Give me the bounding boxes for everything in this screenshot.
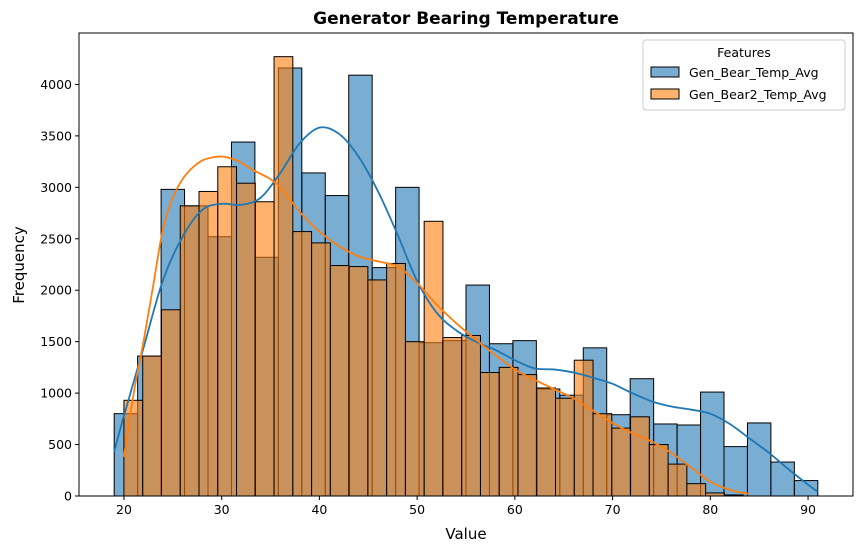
histogram-bar	[254, 201, 275, 497]
histogram-bar	[198, 190, 219, 497]
x-tick-label: 20	[116, 502, 132, 517]
legend: Features Gen_Bear_Temp_Avg Gen_Bear2_Tem…	[642, 39, 846, 111]
histogram-bar	[573, 359, 594, 497]
histogram-bar	[404, 341, 425, 497]
histogram-bar	[160, 309, 181, 497]
histogram-bar	[423, 220, 444, 497]
histogram-bar	[461, 334, 481, 497]
histogram-bar	[536, 387, 557, 497]
histogram-bar	[292, 231, 313, 497]
histogram-bar	[179, 205, 200, 497]
legend-box	[642, 39, 846, 111]
histogram-bar	[630, 416, 650, 497]
y-tick-label: 2000	[40, 283, 72, 298]
legend-label-gen-bear-temp-avg: Gen_Bear_Temp_Avg	[689, 65, 819, 80]
x-axis-ticks: 20 30 40 50 60 70 80 90	[116, 496, 816, 517]
y-tick-label: 3500	[40, 128, 72, 143]
histogram-bar	[667, 463, 688, 497]
histogram-bar	[273, 56, 294, 497]
x-tick-label: 70	[605, 502, 621, 517]
y-tick-label: 0	[64, 489, 72, 504]
chart-title: Generator Bearing Temperature	[313, 9, 619, 29]
histogram-bar	[329, 265, 350, 497]
kde-layer	[113, 126, 819, 495]
legend-swatch-gen-bear-temp-avg	[650, 66, 680, 78]
histogram-bar	[611, 427, 632, 497]
histogram-bar	[517, 374, 538, 497]
histogram-bar	[236, 182, 256, 497]
histogram-bar	[311, 242, 331, 497]
y-axis-ticks: 0 500 1000 1500 2000 2500 3000 3500 4000	[40, 77, 79, 504]
x-tick-label: 50	[409, 502, 425, 517]
y-tick-label: 1500	[40, 334, 72, 349]
histogram-bar	[700, 391, 725, 497]
y-axis-label: Frequency	[10, 226, 28, 304]
x-tick-label: 90	[800, 502, 816, 517]
x-tick-label: 40	[311, 502, 327, 517]
histogram-bar	[217, 166, 238, 497]
plot-frame	[78, 32, 854, 497]
histogram-bar	[142, 355, 162, 497]
histogram-bar	[367, 279, 388, 497]
kde-line-gen-bear-temp-avg	[113, 126, 819, 493]
kde-line-gen-bear2-temp-avg	[123, 155, 750, 495]
histogram-bar	[555, 397, 575, 497]
legend-title: Features	[717, 45, 771, 60]
y-tick-label: 2500	[40, 231, 72, 246]
x-axis-label: Value	[445, 525, 486, 543]
histogram-bar	[498, 366, 519, 497]
x-tick-label: 30	[214, 502, 230, 517]
y-tick-label: 4000	[40, 77, 72, 92]
histogram-bar	[479, 372, 500, 497]
histogram-bar	[123, 399, 144, 497]
legend-swatch-gen-bear2-temp-avg	[650, 88, 680, 100]
histogram-bar	[686, 483, 707, 497]
histogram-bar	[746, 422, 772, 497]
legend-label-gen-bear2-temp-avg: Gen_Bear2_Temp_Avg	[689, 87, 827, 102]
histogram-bar	[648, 444, 669, 497]
x-tick-label: 80	[702, 502, 718, 517]
histogram-bar	[770, 461, 795, 497]
histogram-bar	[348, 266, 369, 497]
x-tick-label: 60	[507, 502, 523, 517]
y-tick-label: 3000	[40, 180, 72, 195]
histogram-bar	[592, 413, 613, 497]
y-tick-label: 500	[48, 437, 72, 452]
histogram-bar	[386, 262, 406, 497]
histogram-bar	[442, 337, 463, 497]
y-tick-label: 1000	[40, 386, 72, 401]
